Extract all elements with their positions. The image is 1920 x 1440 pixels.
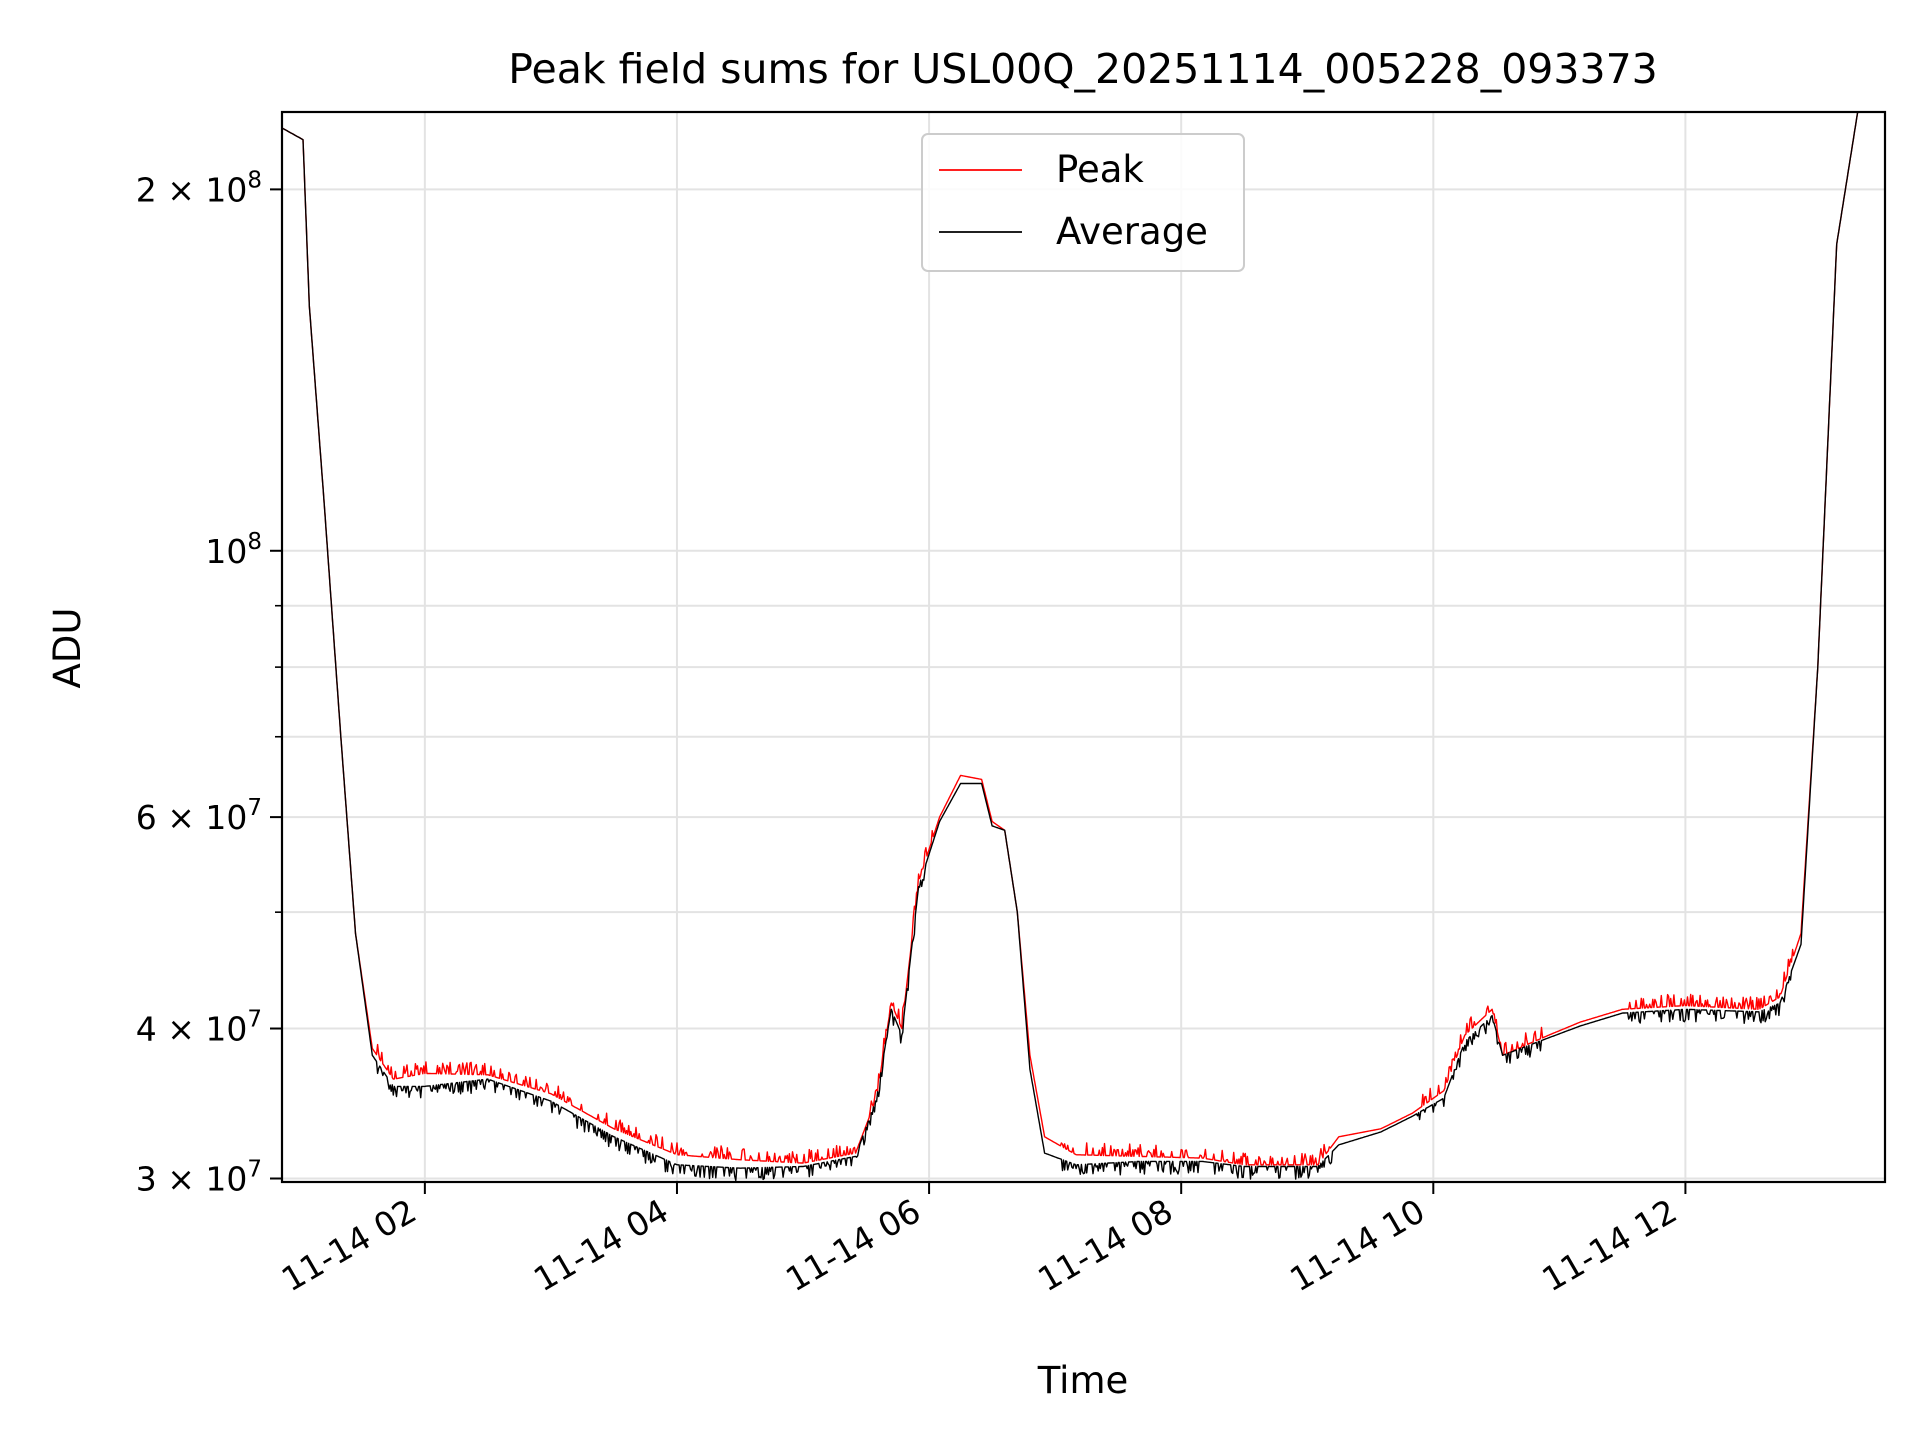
y-tick-label: 2 × 108 bbox=[136, 167, 262, 209]
y-tick-label-exponent: 7 bbox=[247, 1007, 262, 1033]
legend-label-peak: Peak bbox=[1056, 148, 1144, 191]
chart-title: Peak field sums for USL00Q_20251114_0052… bbox=[508, 45, 1658, 93]
legend-box bbox=[921, 133, 1245, 272]
y-tick-label-base: 6 × 10 bbox=[136, 798, 248, 837]
y-tick-label-exponent: 8 bbox=[247, 529, 262, 555]
y-tick-label-base: 10 bbox=[205, 532, 247, 571]
y-tick-label-base: 3 × 10 bbox=[136, 1160, 248, 1199]
y-tick-label-base: 4 × 10 bbox=[136, 1010, 248, 1049]
y-tick-label: 3 × 107 bbox=[136, 1157, 262, 1199]
y-tick-label: 6 × 107 bbox=[136, 795, 262, 837]
legend: Peak Average bbox=[921, 133, 1245, 272]
plot-area-frame bbox=[280, 110, 1887, 1184]
y-tick-label: 4 × 107 bbox=[136, 1007, 262, 1049]
series-layer bbox=[281, 111, 1859, 1182]
average-series-line bbox=[281, 111, 1859, 1182]
y-tick-label-exponent: 8 bbox=[247, 167, 262, 193]
x-axis-label: Time bbox=[1037, 1359, 1129, 1402]
y-axis-label: ADU bbox=[46, 608, 89, 689]
peak-series-line bbox=[281, 111, 1859, 1166]
legend-label-average: Average bbox=[1056, 210, 1208, 253]
y-tick-label: 108 bbox=[205, 529, 262, 571]
y-tick-label-exponent: 7 bbox=[247, 795, 262, 821]
y-tick-label-exponent: 7 bbox=[247, 1157, 262, 1183]
y-tick-label-base: 2 × 10 bbox=[136, 170, 248, 209]
